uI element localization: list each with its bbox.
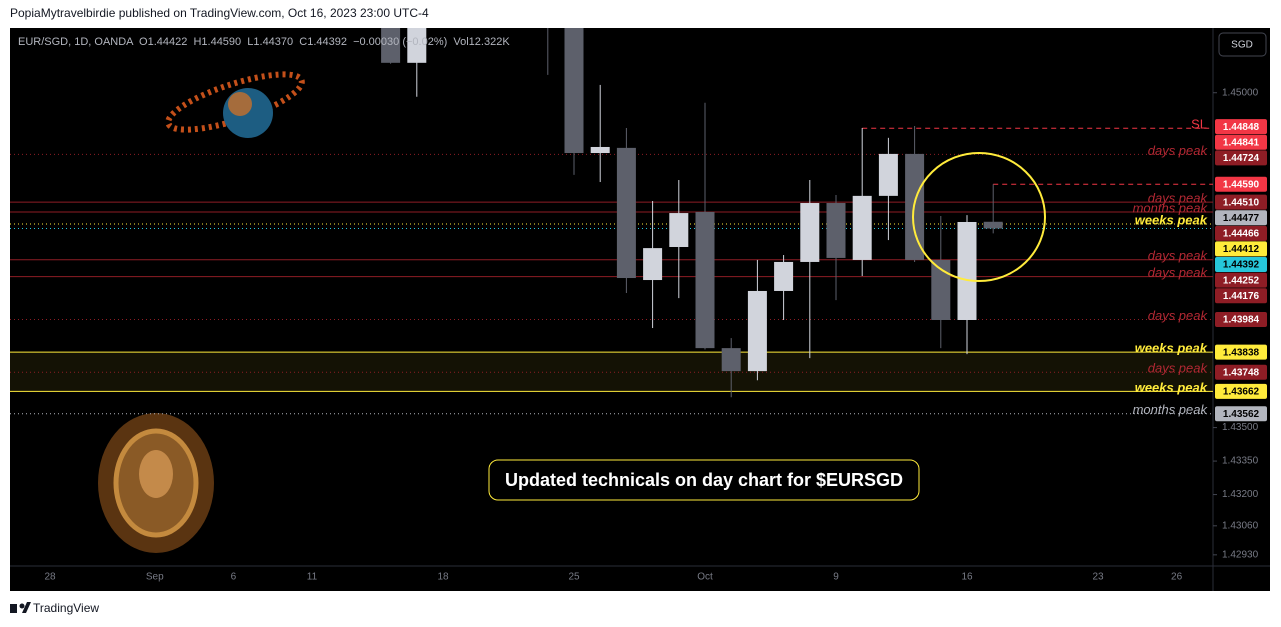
candle-body	[590, 146, 610, 154]
price-tag	[1215, 194, 1267, 210]
price-tag-label: 1.44176	[1223, 291, 1260, 302]
price-tag-label: 1.44412	[1223, 244, 1260, 255]
price-tag-label: 1.44841	[1223, 137, 1260, 148]
price-tag	[1215, 119, 1267, 135]
candle-body	[931, 259, 951, 320]
price-tag-label: 1.43562	[1223, 409, 1260, 420]
x-tick-label: 26	[1171, 572, 1183, 583]
price-tag	[1215, 150, 1267, 166]
price-tag	[1215, 241, 1267, 257]
x-tick-label: 6	[231, 572, 237, 583]
price-tag-label: 1.43984	[1223, 315, 1260, 326]
price-tag	[1215, 364, 1267, 380]
candle-body	[564, 28, 584, 154]
medallion-image	[98, 413, 214, 553]
price-tag-label: 1.44392	[1223, 260, 1260, 271]
price-tag-label: 1.43662	[1223, 387, 1260, 398]
candle-body	[983, 221, 1003, 229]
plot	[98, 71, 305, 553]
y-tick-label: 1.43200	[1222, 489, 1259, 500]
x-tick-label: Sep	[146, 572, 164, 583]
candle-body	[774, 261, 794, 291]
x-tick-label: 16	[961, 572, 973, 583]
candle-body	[721, 348, 741, 372]
price-tag	[1215, 176, 1267, 192]
candle-body	[800, 203, 820, 262]
price-tag	[1215, 257, 1267, 273]
candle-body	[407, 28, 427, 63]
price-tag-label: 1.44466	[1223, 228, 1260, 239]
level-label: months peak	[1133, 402, 1209, 417]
x-tick-label: 18	[437, 572, 449, 583]
candle-body	[878, 153, 898, 196]
level-label: days peak	[1148, 265, 1209, 280]
candle-body	[695, 211, 715, 349]
level-label: SL	[1191, 117, 1207, 132]
x-tick-label: 25	[568, 572, 580, 583]
x-tick-label: 9	[833, 572, 839, 583]
candle-body	[643, 248, 663, 281]
price-tag-label: 1.44724	[1223, 153, 1260, 164]
candle-body	[381, 28, 401, 63]
level-label: days peak	[1148, 308, 1209, 323]
x-tick-label: 23	[1092, 572, 1104, 583]
symbol-legend: EUR/SGD, 1D, OANDA O1.44422 H1.44590 L1.…	[18, 36, 510, 48]
highlight-circle	[912, 152, 1046, 282]
annotation-box	[488, 459, 920, 501]
price-tag	[1215, 272, 1267, 288]
price-tag-label: 1.43748	[1223, 367, 1260, 378]
price-tag	[1215, 225, 1267, 241]
price-tag	[1215, 344, 1267, 360]
currency-button[interactable]	[1218, 32, 1267, 57]
price-tag	[1215, 288, 1267, 304]
brand-logo	[10, 602, 31, 613]
candle-body	[852, 195, 872, 260]
x-tick-label: Oct	[697, 572, 713, 583]
level-label: weeks peak	[1135, 380, 1208, 395]
x-tick-label: 11	[307, 572, 318, 583]
price-tag-label: 1.43838	[1223, 347, 1260, 358]
price-tag-label: 1.44590	[1223, 179, 1260, 190]
price-tag	[1215, 383, 1267, 399]
candle-body	[669, 213, 689, 247]
y-tick-label: 1.43060	[1222, 520, 1259, 531]
currency: SGD	[1231, 40, 1253, 51]
price-tag	[1215, 312, 1267, 328]
y-tick-label: 1.43350	[1222, 456, 1259, 467]
publisher: PopiaMytravelbirdie published on Trading…	[10, 6, 429, 20]
level-label: months peak	[1133, 200, 1209, 215]
price-tag	[1215, 134, 1267, 150]
y-tick-label: 1.42930	[1222, 549, 1259, 560]
level-label: days peak	[1148, 191, 1209, 206]
level-label: days peak	[1148, 248, 1209, 263]
candle-body	[616, 147, 636, 279]
price-tag	[1215, 210, 1267, 226]
brand: TradingView	[33, 601, 99, 615]
level-label: days peak	[1148, 143, 1209, 158]
candle-body	[957, 221, 977, 320]
price-tag	[1215, 406, 1267, 422]
x-tick-label: 28	[44, 572, 56, 583]
candle-body	[538, 0, 557, 3]
level-label: weeks peak	[1135, 341, 1208, 356]
price-tag-label: 1.44252	[1223, 275, 1260, 286]
annotation: Updated technicals on day chart for $EUR…	[505, 470, 903, 490]
planet-image	[165, 71, 305, 138]
y-tick-label: 1.43500	[1222, 422, 1259, 433]
price-tag-label: 1.44848	[1223, 122, 1260, 133]
candle-body	[826, 203, 846, 258]
level-label: days peak	[1148, 361, 1209, 376]
level-label: weeks peak	[1135, 212, 1208, 227]
price-tag-label: 1.44477	[1223, 213, 1260, 224]
price-tag-label: 1.44510	[1223, 197, 1260, 208]
y-tick-label: 1.45000	[1222, 87, 1259, 98]
candle-body	[747, 290, 767, 372]
marks	[10, 0, 1213, 415]
